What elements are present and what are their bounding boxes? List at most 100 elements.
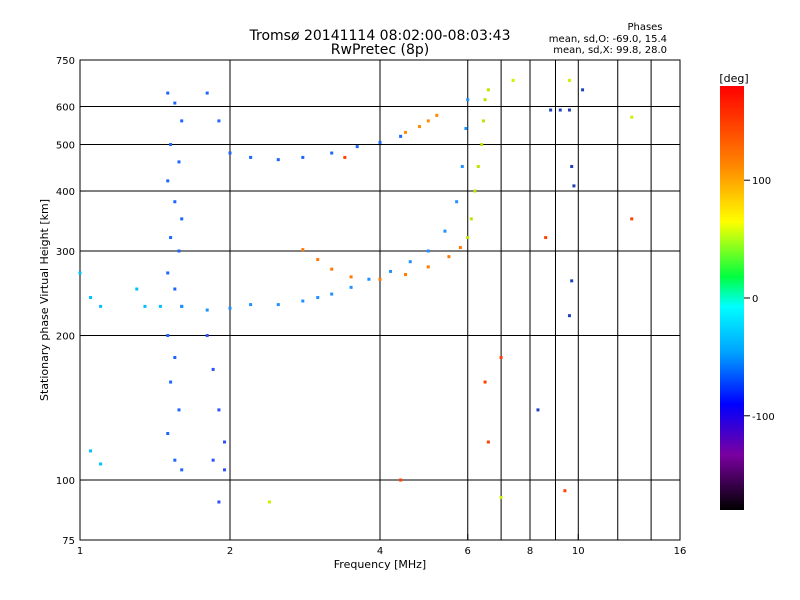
data-point (217, 119, 221, 123)
data-point (581, 88, 585, 92)
data-point (558, 108, 562, 112)
data-point (173, 355, 177, 359)
data-point (135, 287, 139, 291)
data-point (99, 304, 103, 308)
data-point (169, 143, 173, 147)
stats-line-o: mean, sd,O: -69.0, 15.4 (549, 34, 667, 45)
data-point (458, 246, 462, 250)
x-tick-label: 6 (465, 546, 471, 557)
data-point (426, 119, 430, 123)
data-point (180, 217, 184, 221)
data-point (499, 355, 503, 359)
stats-line-x: mean, sd,X: 99.8, 28.0 (553, 45, 667, 56)
data-point (205, 334, 209, 338)
data-point (343, 155, 347, 159)
colorbar (720, 86, 744, 510)
data-point (435, 113, 439, 117)
data-point (330, 267, 334, 271)
data-point (180, 304, 184, 308)
data-point (249, 155, 253, 159)
colorbar-tick-label: 100 (752, 176, 771, 187)
data-point (378, 140, 382, 144)
data-point (455, 200, 459, 204)
data-point (572, 184, 576, 188)
x-tick-label: 10 (572, 546, 585, 557)
data-point (499, 495, 503, 499)
data-point (180, 119, 184, 123)
data-point (417, 125, 421, 129)
x-tick-label: 8 (527, 546, 533, 557)
data-point (217, 500, 221, 504)
data-point (486, 88, 490, 92)
data-point (228, 151, 232, 155)
data-point (567, 314, 571, 318)
y-axis-ticks: 75 100 200 300 400 500 600 750 (56, 56, 86, 547)
data-point (143, 304, 147, 308)
data-point (99, 462, 103, 466)
data-point (330, 292, 334, 296)
colorbar-tick-label: 0 (752, 294, 758, 305)
data-point (403, 273, 407, 277)
data-point (301, 248, 305, 252)
data-point (567, 108, 571, 112)
data-point (228, 306, 232, 310)
data-point (403, 130, 407, 134)
chart-title: Tromsø 20141114 08:02:00-08:03:43 (249, 28, 511, 44)
data-point (166, 334, 170, 338)
data-point (158, 304, 162, 308)
data-point (205, 308, 209, 312)
data-point (330, 151, 334, 155)
colorbar-ticks: 100 0 -100 (744, 176, 775, 423)
data-point (267, 500, 271, 504)
data-point (166, 179, 170, 183)
x-axis-label: Frequency [MHz] (334, 558, 426, 571)
data-point (544, 236, 548, 240)
data-point (426, 249, 430, 253)
data-point (481, 119, 485, 123)
y-axis-label: Stationary phase Virtual Height [km] (38, 199, 51, 401)
y-tick-label: 500 (56, 141, 75, 152)
stats-header: Phases (627, 22, 662, 33)
data-point (301, 155, 305, 159)
data-point (223, 468, 227, 472)
data-point (399, 134, 403, 138)
data-point (180, 468, 184, 472)
data-point (276, 303, 280, 307)
x-tick-label: 1 (77, 546, 83, 557)
data-point (511, 78, 515, 82)
data-point (389, 269, 393, 273)
data-point (173, 200, 177, 204)
y-tick-label: 750 (56, 56, 75, 67)
data-point (173, 458, 177, 462)
data-point (476, 164, 480, 168)
data-point (78, 271, 82, 275)
data-point (567, 78, 571, 82)
data-point (223, 440, 227, 444)
data-point (563, 489, 567, 493)
data-point (447, 255, 451, 259)
colorbar-label: [deg] (719, 72, 748, 85)
data-point (443, 229, 447, 233)
data-point (217, 408, 221, 412)
x-tick-label: 4 (377, 546, 383, 557)
data-point (169, 380, 173, 384)
data-point (177, 160, 181, 164)
x-axis-ticks: 1 2 4 6 8 10 16 (77, 534, 686, 557)
data-point (173, 287, 177, 291)
data-point (89, 296, 93, 300)
data-point (173, 101, 177, 105)
data-point (549, 108, 553, 112)
data-point (473, 189, 477, 193)
data-point (276, 158, 280, 162)
chart-subtitle: RwPretec (8p) (331, 42, 429, 58)
data-point (166, 432, 170, 436)
data-point (349, 275, 353, 279)
data-point (483, 380, 487, 384)
x-tick-label: 2 (227, 546, 233, 557)
data-point (486, 440, 490, 444)
data-point (630, 217, 634, 221)
data-point (301, 299, 305, 303)
data-point (460, 164, 464, 168)
data-point (483, 98, 487, 102)
